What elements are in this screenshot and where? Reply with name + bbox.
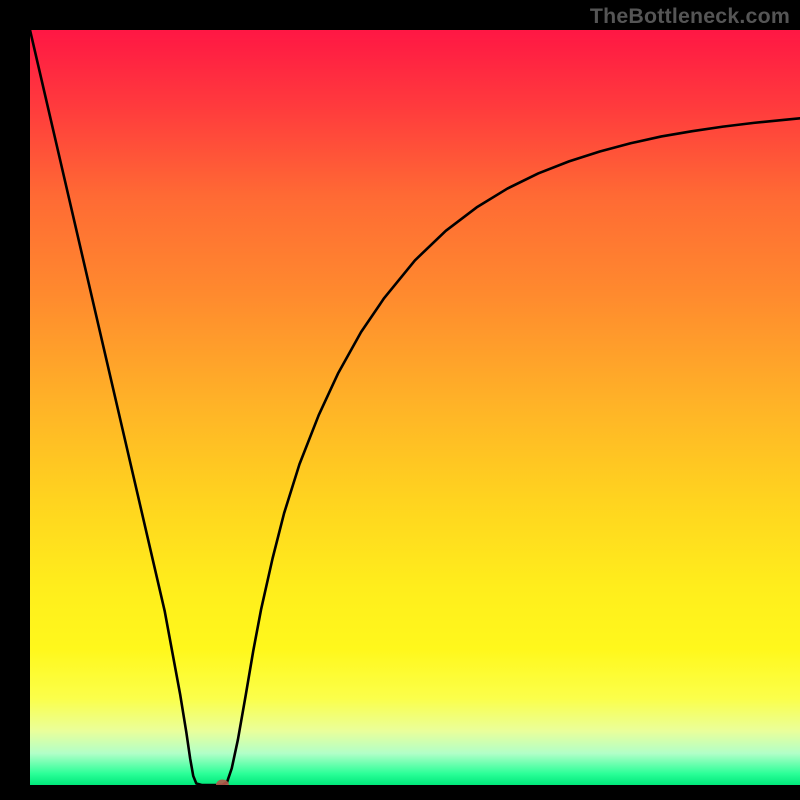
chart-background bbox=[30, 30, 800, 785]
chart-frame: { "watermark": { "text": "TheBottleneck.… bbox=[0, 0, 800, 800]
plot-area bbox=[30, 30, 800, 785]
watermark-text: TheBottleneck.com bbox=[590, 4, 790, 29]
chart-svg bbox=[30, 30, 800, 785]
